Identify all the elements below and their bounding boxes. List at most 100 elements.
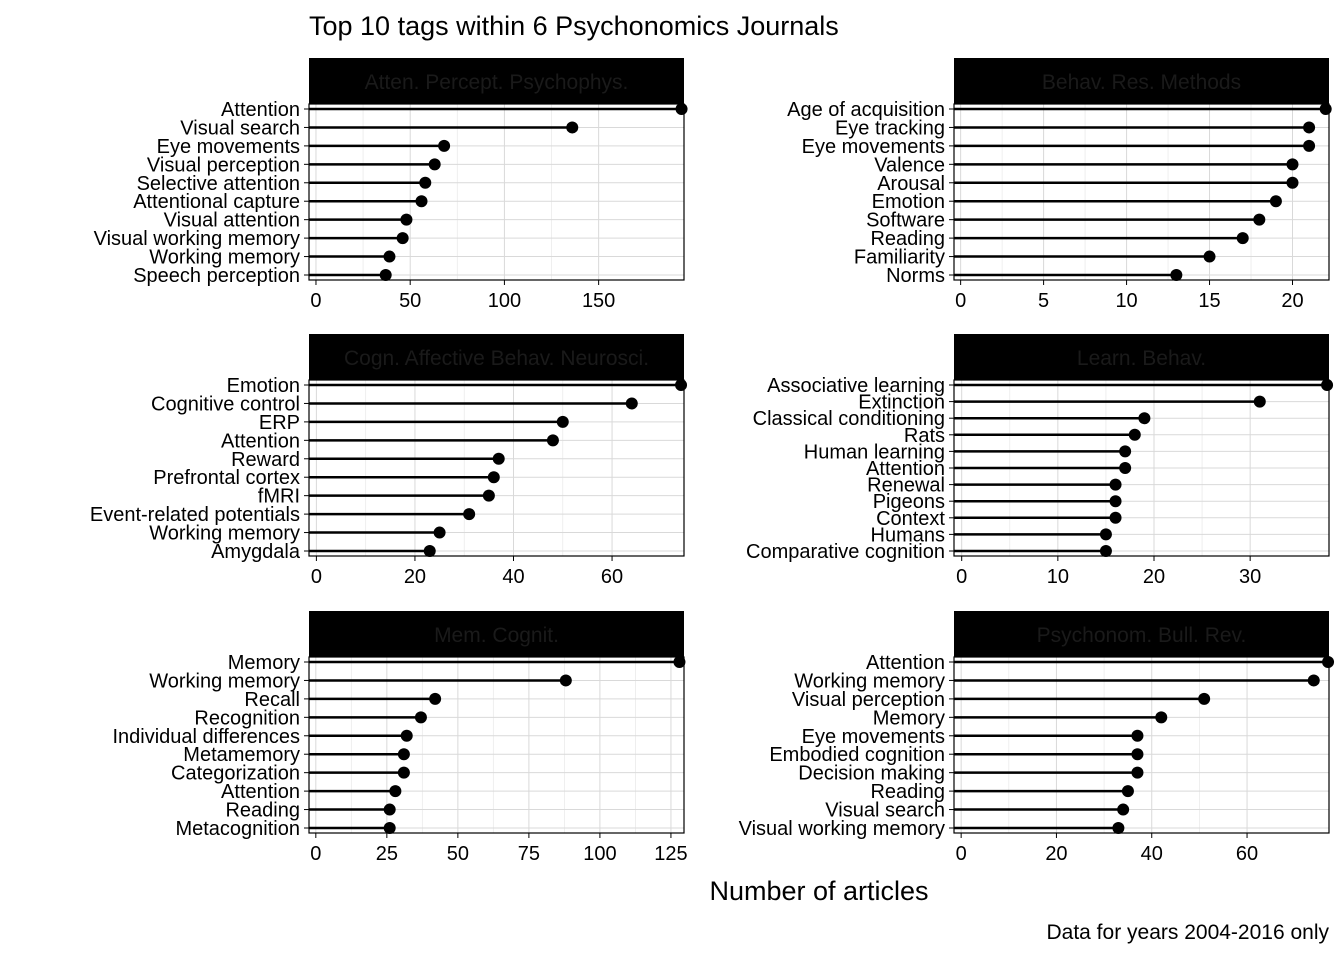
lollipop-point xyxy=(1109,495,1122,508)
lollipop-point xyxy=(433,526,446,539)
lollipop-point xyxy=(1109,511,1122,524)
category-label: Emotion xyxy=(227,375,300,397)
category-label: Human learning xyxy=(804,441,945,463)
category-label: Attention xyxy=(221,781,300,803)
lollipop-point xyxy=(1138,412,1151,425)
facet-strip xyxy=(954,334,1329,380)
facet-strip xyxy=(309,334,684,380)
facet-strip-label: Behav. Res. Methods xyxy=(1042,71,1241,94)
category-label: Attention xyxy=(866,458,945,480)
lollipop-point xyxy=(1303,139,1316,152)
category-label: Extinction xyxy=(858,392,945,414)
category-label: Visual attention xyxy=(164,210,300,232)
category-label: Eye movements xyxy=(802,726,945,748)
category-label: Metamemory xyxy=(183,744,300,766)
lollipop-point xyxy=(1198,692,1211,705)
lollipop-point xyxy=(675,379,688,391)
x-tick-label: 0 xyxy=(311,566,322,588)
facet-strip xyxy=(309,58,684,104)
category-label: Emotion xyxy=(872,191,945,213)
lollipop-point xyxy=(1307,674,1320,687)
category-label: Reading xyxy=(225,800,300,822)
lollipop-point xyxy=(482,489,495,502)
lollipop-point xyxy=(1319,103,1332,115)
facet-strip xyxy=(309,611,684,657)
lollipop-point xyxy=(423,545,436,557)
x-tick-label: 20 xyxy=(1281,290,1303,312)
lollipop-point xyxy=(1117,803,1130,816)
lollipop-point xyxy=(1131,748,1144,761)
x-tick-label: 150 xyxy=(582,290,615,312)
chart-title: Top 10 tags within 6 Psychonomics Journa… xyxy=(309,11,839,41)
lollipop-point xyxy=(559,674,572,687)
x-tick-label: 5 xyxy=(1038,290,1049,312)
lollipop-point xyxy=(419,176,432,189)
facet-strip xyxy=(954,58,1329,104)
category-label: Associative learning xyxy=(767,375,945,397)
x-tick-label: 20 xyxy=(1045,843,1067,865)
category-label: Classical conditioning xyxy=(753,408,945,430)
lollipop-point xyxy=(1322,656,1335,668)
lollipop-point xyxy=(383,250,396,263)
x-tick-label: 25 xyxy=(376,843,398,865)
category-label: Attention xyxy=(866,652,945,674)
category-label: Reward xyxy=(231,449,300,471)
lollipop-point xyxy=(1253,395,1266,408)
x-tick-label: 20 xyxy=(404,566,426,588)
x-tick-label: 10 xyxy=(1047,566,1069,588)
facet-strip-label: Cogn. Affective Behav. Neurosci. xyxy=(344,347,649,370)
category-label: Recognition xyxy=(194,707,300,729)
facet-strip xyxy=(954,611,1329,657)
lollipop-point xyxy=(1109,478,1122,491)
lollipop-point xyxy=(379,269,392,281)
category-label: Memory xyxy=(228,652,300,674)
category-label: Visual working memory xyxy=(94,228,300,250)
x-tick-label: 100 xyxy=(583,843,616,865)
category-label: Arousal xyxy=(877,173,945,195)
x-tick-label: 60 xyxy=(1236,843,1258,865)
lollipop-point xyxy=(396,232,409,245)
lollipop-point xyxy=(1286,158,1299,171)
category-label: Valence xyxy=(874,154,945,176)
category-label: Attention xyxy=(221,99,300,121)
panel-border xyxy=(953,656,1330,834)
category-label: Working memory xyxy=(794,670,945,692)
category-label: Amygdala xyxy=(211,541,301,563)
category-label: Familiarity xyxy=(854,247,945,269)
lollipop-point xyxy=(566,121,579,134)
x-tick-label: 50 xyxy=(399,290,421,312)
lollipop-point xyxy=(429,692,442,705)
category-label: Speech perception xyxy=(133,265,300,287)
x-tick-label: 0 xyxy=(956,843,967,865)
lollipop-point xyxy=(383,803,396,816)
category-label: Visual search xyxy=(825,800,945,822)
category-label: Embodied cognition xyxy=(769,744,945,766)
facet-strip-label: Mem. Cognit. xyxy=(434,624,559,647)
panel-border xyxy=(953,103,1330,281)
lollipop-point xyxy=(675,103,688,115)
x-axis-label: Number of articles xyxy=(709,876,928,906)
lollipop-point xyxy=(1128,428,1141,441)
lollipop-point xyxy=(1170,269,1183,281)
category-label: Visual working memory xyxy=(739,818,945,840)
category-label: ERP xyxy=(259,412,300,434)
category-label: Comparative cognition xyxy=(746,541,945,563)
category-label: Eye movements xyxy=(802,136,945,158)
x-tick-label: 0 xyxy=(956,566,967,588)
category-label: Norms xyxy=(886,265,945,287)
lollipop-point xyxy=(415,195,428,208)
category-label: Recall xyxy=(244,689,300,711)
x-tick-label: 40 xyxy=(1141,843,1163,865)
x-tick-label: 0 xyxy=(310,290,321,312)
category-label: Reading xyxy=(870,781,945,803)
lollipop-point xyxy=(1269,195,1282,208)
category-label: Prefrontal cortex xyxy=(153,467,300,489)
lollipop-point xyxy=(438,139,451,152)
x-tick-label: 20 xyxy=(1143,566,1165,588)
lollipop-point xyxy=(1131,729,1144,742)
caption: Data for years 2004-2016 only xyxy=(1046,921,1329,944)
x-tick-label: 10 xyxy=(1115,290,1137,312)
lollipop-point xyxy=(428,158,441,171)
